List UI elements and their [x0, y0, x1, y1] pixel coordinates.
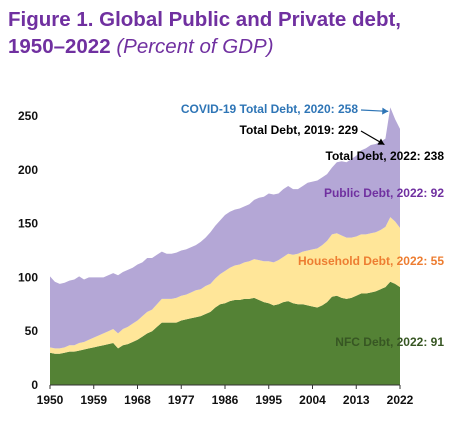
x-tick-label: 2022 [387, 393, 414, 407]
annotation-nfc-2022: NFC Debt, 2022: 91 [335, 335, 444, 349]
area-household-debt [50, 217, 400, 354]
area-nfc-debt [50, 281, 400, 385]
y-tick-label: 200 [18, 163, 38, 177]
total-2019-arrow-head [377, 138, 385, 145]
y-tick-label: 100 [18, 270, 38, 284]
annotation-layer: COVID-19 Total Debt, 2020: 258 Total Deb… [181, 102, 444, 349]
x-tick-label: 1995 [255, 393, 282, 407]
x-tick-label: 2004 [299, 393, 326, 407]
annotation-total-2019: Total Debt, 2019: 229 [240, 123, 359, 137]
x-tick-label: 1959 [80, 393, 107, 407]
x-tick-label: 1977 [168, 393, 195, 407]
covid-arrow-head [382, 107, 389, 115]
annotation-public-2022: Public Debt, 2022: 92 [324, 186, 444, 200]
y-tick-label: 50 [25, 324, 39, 338]
y-tick-label: 250 [18, 109, 38, 123]
x-tick-label: 1968 [124, 393, 151, 407]
x-tick-label: 1986 [212, 393, 239, 407]
x-tick-label: 1950 [37, 393, 64, 407]
chart-subtitle: (Percent of GDP) [116, 35, 274, 58]
chart-title-main: Figure 1. Global Public and Private debt… [8, 8, 401, 58]
annotation-covid-total: COVID-19 Total Debt, 2020: 258 [181, 102, 358, 116]
chart-axes: 0 50 100 150 200 250 1950 1959 1968 1977 1986 1995 2… [18, 109, 414, 407]
x-tick-label: 2013 [343, 393, 370, 407]
annotation-total-2022: Total Debt, 2022: 238 [326, 149, 445, 163]
chart-title: Figure 1. Global Public and Private debt… [8, 6, 453, 60]
y-tick-label: 0 [31, 378, 38, 392]
area-layers [50, 107, 400, 385]
area-public-debt [50, 107, 400, 349]
annotation-household-2022: Household Debt, 2022: 55 [298, 254, 444, 268]
y-tick-label: 150 [18, 217, 38, 231]
